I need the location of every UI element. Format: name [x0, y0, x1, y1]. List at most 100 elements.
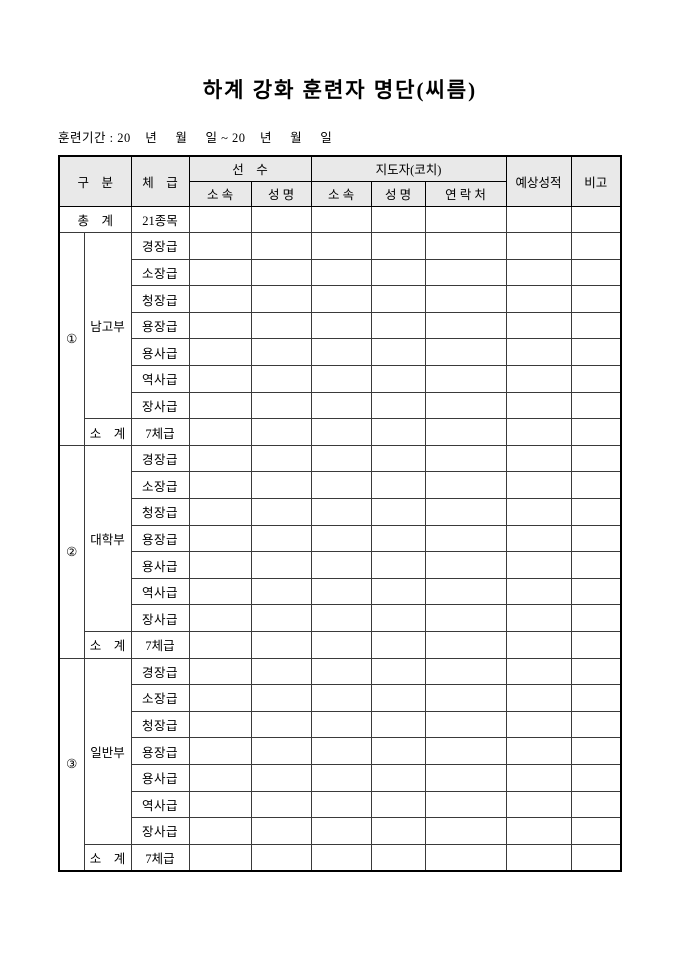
header-coach-affiliation: 소 속: [310, 180, 372, 207]
empty-cell: [424, 790, 507, 819]
empty-cell: [310, 551, 372, 579]
empty-cell: [570, 657, 622, 686]
empty-cell: [505, 418, 572, 446]
section-number: ①: [58, 232, 85, 446]
empty-cell: [370, 790, 426, 819]
weight-class-row: ③ 일반부 경장급: [58, 657, 622, 872]
empty-cell: [505, 205, 572, 234]
empty-cell: [370, 232, 426, 260]
empty-cell: [188, 710, 252, 739]
empty-cell: [570, 391, 622, 420]
empty-cell: [370, 205, 426, 234]
empty-cell: [570, 631, 622, 659]
grand-total-row: 총 계 21종목: [58, 205, 622, 234]
empty-cell: [570, 311, 622, 340]
empty-cell: [424, 311, 507, 340]
empty-cell: [188, 391, 252, 420]
empty-cell: [188, 338, 252, 367]
empty-cell: [570, 763, 622, 792]
empty-cell: [505, 365, 572, 393]
empty-cell: [310, 471, 372, 500]
empty-cell: [310, 232, 372, 260]
empty-cell: [370, 524, 426, 553]
roster-table: 구 분 체 급 선 수 지도자(코치) 예상성적 비고 소 속 성 명 소 속 …: [58, 155, 623, 872]
subtotal-row: 소 계 7체급: [59, 631, 622, 659]
empty-cell: [505, 444, 572, 473]
empty-cell: [424, 365, 507, 393]
empty-cell: [310, 285, 372, 313]
empty-cell: [370, 365, 426, 393]
empty-cell: [188, 737, 252, 765]
empty-cell: [188, 551, 252, 579]
empty-cell: [250, 710, 312, 739]
header-expected-result: 예상성적: [505, 155, 572, 207]
document-title: 하계 강화 훈련자 명단(씨름): [202, 78, 478, 102]
header-coach-contact: 연 락 처: [424, 180, 507, 207]
empty-cell: [188, 365, 252, 393]
empty-cell: [310, 763, 372, 792]
empty-cell: [424, 710, 507, 739]
weight-class-row: 용장급: [59, 311, 622, 340]
empty-cell: [310, 338, 372, 367]
header-player-group: 선 수: [188, 155, 312, 182]
subtotal-row: 소 계 7체급: [59, 843, 622, 872]
weight-class-cell: 경장급: [130, 232, 190, 260]
weight-class-cell: 청장급: [130, 285, 190, 313]
weight-class-row: 청장급: [59, 285, 622, 313]
empty-cell: [188, 258, 252, 287]
subtotal-value: 7체급: [130, 843, 190, 872]
empty-cell: [424, 843, 507, 872]
empty-cell: [250, 471, 312, 500]
empty-cell: [310, 205, 372, 234]
empty-cell: [370, 551, 426, 579]
empty-cell: [570, 338, 622, 367]
weight-class-row: 장사급: [59, 391, 622, 420]
empty-cell: [250, 498, 312, 526]
empty-cell: [570, 710, 622, 739]
empty-cell: [424, 232, 507, 260]
empty-cell: [505, 577, 572, 606]
empty-cell: [424, 258, 507, 287]
empty-cell: [250, 418, 312, 446]
empty-cell: [250, 657, 312, 686]
weight-class-row: 역사급: [59, 365, 622, 393]
empty-cell: [188, 843, 252, 872]
weight-class-cell: 청장급: [130, 710, 190, 739]
empty-cell: [370, 338, 426, 367]
empty-cell: [505, 551, 572, 579]
header-coach-name: 성 명: [370, 180, 426, 207]
header-player-name: 성 명: [250, 180, 312, 207]
empty-cell: [505, 737, 572, 765]
empty-cell: [310, 577, 372, 606]
empty-cell: [570, 498, 622, 526]
weight-class-row: 청장급: [59, 498, 622, 526]
empty-cell: [250, 524, 312, 553]
empty-cell: [505, 232, 572, 260]
weight-class-cell: 청장급: [130, 498, 190, 526]
weight-class-row: 장사급: [59, 817, 622, 845]
section-name: 대학부: [83, 444, 132, 633]
empty-cell: [310, 365, 372, 393]
empty-cell: [188, 817, 252, 845]
weight-class-cell: 역사급: [130, 790, 190, 819]
empty-cell: [570, 551, 622, 579]
empty-cell: [424, 524, 507, 553]
empty-cell: [505, 498, 572, 526]
empty-cell: [570, 524, 622, 553]
weight-class-cell: 경장급: [130, 444, 190, 473]
weight-class-row: 용장급: [59, 737, 622, 765]
empty-cell: [250, 604, 312, 632]
header-remarks: 비고: [570, 155, 622, 207]
empty-cell: [424, 684, 507, 712]
header-coach-group: 지도자(코치): [310, 155, 507, 182]
empty-cell: [250, 391, 312, 420]
empty-cell: [250, 763, 312, 792]
empty-cell: [505, 338, 572, 367]
empty-cell: [188, 498, 252, 526]
empty-cell: [370, 657, 426, 686]
subtotal-value: 7체급: [130, 418, 190, 446]
empty-cell: [310, 258, 372, 287]
empty-cell: [250, 205, 312, 234]
section-number: ③: [58, 657, 85, 872]
empty-cell: [310, 498, 372, 526]
